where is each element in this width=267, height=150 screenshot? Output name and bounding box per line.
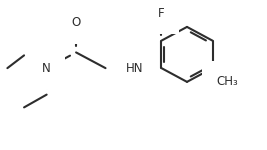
Text: O: O bbox=[72, 16, 81, 30]
Text: F: F bbox=[158, 7, 165, 20]
Text: N: N bbox=[42, 62, 51, 75]
Text: HN: HN bbox=[126, 62, 144, 75]
Text: CH₃: CH₃ bbox=[217, 75, 238, 88]
